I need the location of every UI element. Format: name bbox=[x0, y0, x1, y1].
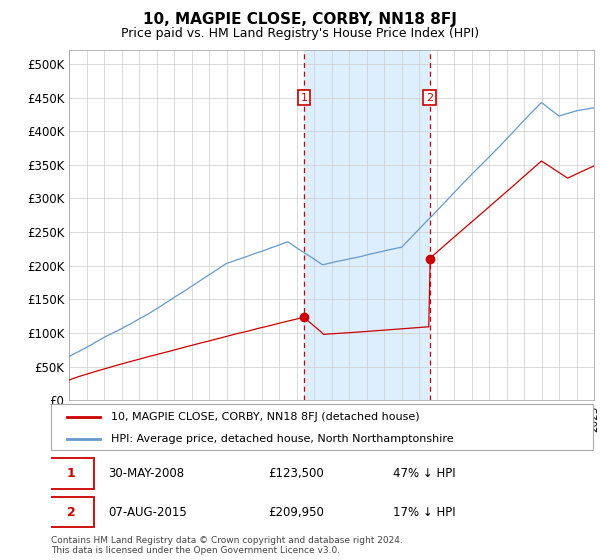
Text: HPI: Average price, detached house, North Northamptonshire: HPI: Average price, detached house, Nort… bbox=[111, 434, 454, 444]
Text: 2: 2 bbox=[426, 92, 433, 102]
Text: Price paid vs. HM Land Registry's House Price Index (HPI): Price paid vs. HM Land Registry's House … bbox=[121, 27, 479, 40]
Text: 1: 1 bbox=[301, 92, 307, 102]
Text: £209,950: £209,950 bbox=[268, 506, 324, 519]
Text: 10, MAGPIE CLOSE, CORBY, NN18 8FJ: 10, MAGPIE CLOSE, CORBY, NN18 8FJ bbox=[143, 12, 457, 27]
Text: 30-MAY-2008: 30-MAY-2008 bbox=[108, 466, 184, 479]
Text: 47% ↓ HPI: 47% ↓ HPI bbox=[393, 466, 456, 479]
Text: £123,500: £123,500 bbox=[268, 466, 324, 479]
FancyBboxPatch shape bbox=[51, 404, 593, 450]
Text: 1: 1 bbox=[67, 466, 76, 479]
Bar bbox=[304, 50, 430, 400]
FancyBboxPatch shape bbox=[48, 458, 94, 488]
Text: Contains HM Land Registry data © Crown copyright and database right 2024.
This d: Contains HM Land Registry data © Crown c… bbox=[51, 536, 403, 556]
Text: 2: 2 bbox=[67, 506, 76, 519]
Text: 10, MAGPIE CLOSE, CORBY, NN18 8FJ (detached house): 10, MAGPIE CLOSE, CORBY, NN18 8FJ (detac… bbox=[111, 412, 419, 422]
Text: 17% ↓ HPI: 17% ↓ HPI bbox=[393, 506, 456, 519]
Text: 07-AUG-2015: 07-AUG-2015 bbox=[108, 506, 187, 519]
FancyBboxPatch shape bbox=[48, 497, 94, 528]
